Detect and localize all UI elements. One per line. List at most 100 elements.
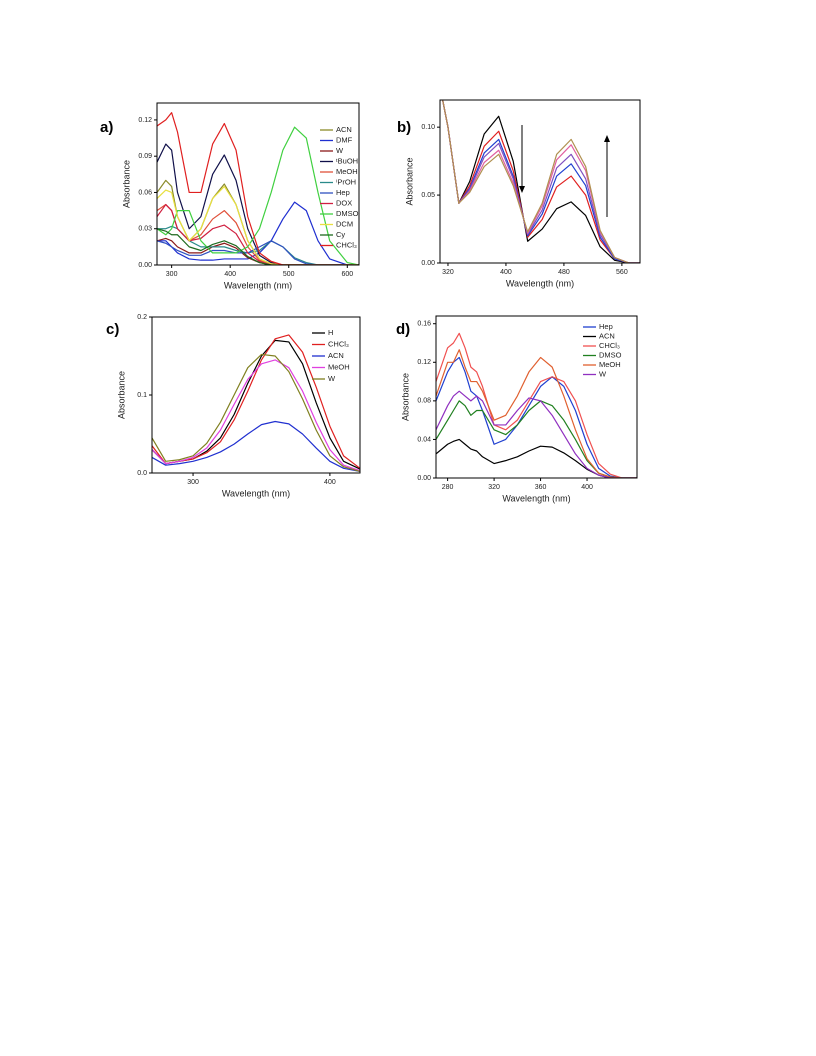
x-axis-title: Wavelength (nm) — [506, 278, 574, 288]
spectrum-line — [157, 112, 359, 265]
y-axis-title: Absorbance — [404, 157, 414, 205]
plot-frame — [439, 99, 641, 264]
spectrum-line — [436, 349, 637, 478]
legend-label: DCM — [336, 219, 353, 228]
x-tick-label: 400 — [224, 271, 236, 278]
y-tick-label: 0.00 — [421, 260, 435, 267]
x-tick-label: 360 — [535, 484, 547, 491]
trend-arrows — [519, 125, 610, 217]
legend-label: DMSO — [336, 209, 359, 218]
x-tick-label: 320 — [488, 484, 500, 491]
y-tick-label: 0.10 — [421, 124, 435, 131]
y-tick-label: 0.00 — [417, 475, 431, 482]
spectrum-line — [442, 100, 640, 263]
y-tick-label: 0.12 — [417, 359, 431, 366]
legend-label: MeOH — [328, 362, 350, 371]
legend-label: ACN — [336, 125, 352, 134]
legend-label: W — [328, 374, 336, 383]
legend-label: CHCl₃ — [599, 341, 620, 350]
y-axis-title: Absorbance — [400, 373, 410, 421]
legend-label: ᵗBuOH — [336, 156, 358, 165]
spectrum-line — [436, 390, 637, 478]
legend-label: ⁱPrOH — [336, 177, 356, 186]
legend-label: Hep — [336, 188, 350, 197]
y-tick-label: 0.12 — [138, 117, 152, 124]
spectrum-line — [436, 400, 637, 478]
panel-label: c) — [106, 321, 119, 338]
y-tick-label: 0.00 — [138, 262, 152, 269]
spectrum-line — [157, 228, 359, 265]
legend-label: ACN — [599, 331, 615, 340]
x-tick-label: 300 — [187, 479, 199, 486]
y-tick-label: 0.0 — [137, 470, 147, 477]
legend-label: DOX — [336, 198, 352, 207]
spectrum-line — [152, 359, 360, 472]
legend-label: Hep — [599, 322, 613, 331]
spectrum-line — [157, 201, 359, 265]
x-tick-label: 400 — [324, 479, 336, 486]
legend-label: CHCl₃ — [336, 240, 357, 249]
arrow-head — [604, 135, 610, 142]
legend-label: MeOH — [336, 167, 358, 176]
spectrum-line — [152, 353, 360, 473]
y-tick-label: 0.09 — [138, 153, 152, 160]
spectrum-line — [157, 203, 359, 265]
panel-label: a) — [100, 119, 113, 136]
chart-panel: c) 300 400 0.0 0.1 0.2 Wavelength (nm) Absorban… — [106, 314, 361, 498]
x-tick-label: 600 — [341, 271, 353, 278]
spectrum-line — [157, 143, 359, 265]
y-tick-label: 0.16 — [417, 321, 431, 328]
x-tick-label: 400 — [500, 269, 512, 276]
arrow-head — [519, 186, 525, 193]
plot-frame — [151, 316, 361, 474]
panel-label: d) — [396, 321, 410, 338]
y-tick-label: 0.06 — [138, 189, 152, 196]
y-axis-title: Absorbance — [116, 371, 126, 419]
spectrum-line — [157, 237, 359, 265]
y-axis-title: Absorbance — [121, 160, 131, 208]
legend-label: H — [328, 328, 333, 337]
chart-panel: d) 280 320 360 400 0.00 0.04 0.08 0.12 0.16 Wavele… — [396, 315, 638, 503]
chart-panel: b) 320 400 480 560 0.00 0.05 0.10 Wavelength (nm… — [397, 99, 641, 288]
panel-label: b) — [397, 119, 411, 136]
legend-label: ACN — [328, 351, 344, 360]
spectrum-line — [157, 185, 359, 265]
x-tick-label: 560 — [616, 269, 628, 276]
x-tick-label: 320 — [442, 269, 454, 276]
legend-label: W — [336, 146, 344, 155]
y-tick-label: 0.08 — [417, 398, 431, 405]
spectrum-line — [436, 356, 637, 478]
plot-frame — [435, 315, 638, 479]
spectrum-line — [442, 100, 640, 263]
x-axis-title: Wavelength (nm) — [222, 488, 290, 498]
spectrum-line — [152, 334, 360, 469]
y-tick-label: 0.1 — [137, 392, 147, 399]
spectrum-line — [436, 332, 637, 478]
plot-frame — [156, 102, 360, 266]
y-tick-label: 0.04 — [417, 436, 431, 443]
x-tick-label: 280 — [442, 484, 454, 491]
y-tick-label: 0.03 — [138, 226, 152, 233]
chart-panel: a) 300 400 500 600 0.00 0.03 0.06 0.09 0.12 Wavele… — [100, 102, 360, 290]
spectrum-line — [157, 126, 359, 265]
x-tick-label: 300 — [166, 271, 178, 278]
x-tick-label: 480 — [558, 269, 570, 276]
x-axis-title: Wavelength (nm) — [502, 493, 570, 503]
spectrum-line — [152, 420, 360, 473]
x-tick-label: 500 — [283, 271, 295, 278]
legend-label: DMF — [336, 135, 353, 144]
legend-label: CHCl₃ — [328, 339, 349, 348]
spectrum-line — [436, 438, 637, 478]
legend-label: DMSO — [599, 350, 622, 359]
spectrum-line — [442, 100, 640, 263]
legend-label: Cy — [336, 230, 345, 239]
x-axis-title: Wavelength (nm) — [224, 280, 292, 290]
legend-label: MeOH — [599, 360, 621, 369]
spectrum-line — [442, 100, 640, 263]
x-tick-label: 400 — [581, 484, 593, 491]
legend-label: W — [599, 369, 607, 378]
y-tick-label: 0.05 — [421, 192, 435, 199]
y-tick-label: 0.2 — [137, 314, 147, 321]
spectrum-line — [442, 100, 640, 263]
